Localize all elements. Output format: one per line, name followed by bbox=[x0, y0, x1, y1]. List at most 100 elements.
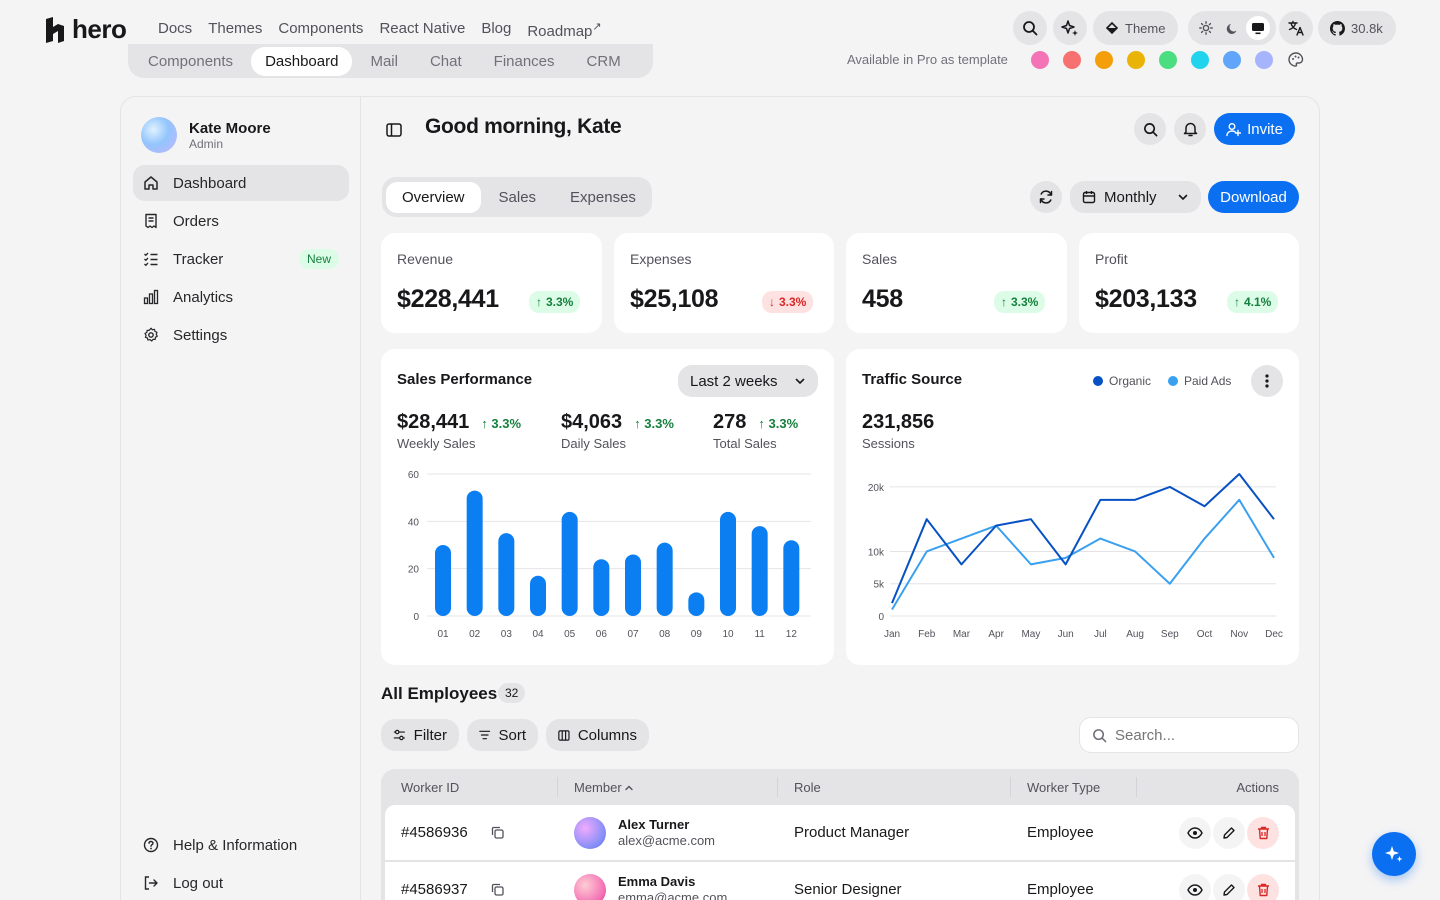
search-field[interactable] bbox=[1079, 717, 1299, 753]
template-tab-crm[interactable]: CRM bbox=[586, 52, 621, 70]
edit-button[interactable] bbox=[1213, 874, 1245, 900]
github-icon bbox=[1330, 20, 1345, 36]
sidebar-item-analytics[interactable]: Analytics bbox=[133, 279, 349, 315]
color-swatch[interactable] bbox=[1159, 51, 1177, 69]
bar bbox=[783, 540, 800, 616]
template-tab-chat[interactable]: Chat bbox=[429, 52, 462, 70]
kpi-title: Expenses bbox=[630, 251, 692, 267]
chevron-up-icon bbox=[624, 785, 633, 790]
color-swatch[interactable] bbox=[1095, 51, 1113, 69]
download-button[interactable]: Download bbox=[1208, 181, 1299, 213]
template-tab-components[interactable]: Components bbox=[148, 52, 234, 70]
search-input[interactable] bbox=[1115, 726, 1265, 744]
bell-icon bbox=[1183, 122, 1197, 137]
copy-id-button[interactable] bbox=[491, 883, 504, 896]
range-select[interactable]: Last 2 weeks bbox=[678, 365, 818, 397]
paint-bucket-icon bbox=[1105, 21, 1119, 35]
color-swatch[interactable] bbox=[1223, 51, 1241, 69]
bar bbox=[751, 526, 768, 616]
stat-change: ↑ 3.3% bbox=[758, 416, 799, 431]
sessions-value: 231,856 bbox=[862, 411, 935, 433]
color-swatch[interactable] bbox=[1063, 51, 1081, 69]
template-tab-finances[interactable]: Finances bbox=[493, 52, 555, 70]
color-swatch[interactable] bbox=[1031, 51, 1049, 69]
tab-expenses[interactable]: Expenses bbox=[570, 188, 636, 206]
user-avatar[interactable] bbox=[141, 117, 177, 153]
language-button[interactable] bbox=[1279, 11, 1313, 45]
theme-button[interactable]: Theme bbox=[1093, 11, 1178, 45]
worker-id: #4586937 bbox=[401, 881, 468, 898]
kpi-change-badge: ↑ 4.1% bbox=[1227, 291, 1279, 313]
arrow-up-icon: ↑ bbox=[1001, 295, 1007, 309]
filter-button[interactable]: Filter bbox=[381, 719, 459, 751]
nav-link-docs[interactable]: Docs bbox=[158, 20, 193, 37]
ai-button[interactable] bbox=[1053, 11, 1087, 45]
new-badge: New bbox=[298, 249, 339, 269]
legend-label: Paid Ads bbox=[1184, 374, 1232, 388]
kpi-value: 458 bbox=[862, 285, 903, 313]
y-tick-label: 0 bbox=[413, 612, 419, 623]
refresh-button[interactable] bbox=[1030, 181, 1062, 213]
delete-button[interactable] bbox=[1247, 817, 1279, 849]
sidebar-item-orders[interactable]: Orders bbox=[133, 203, 349, 239]
copy-id-button[interactable] bbox=[491, 826, 504, 839]
sidebar-item-label: Help & Information bbox=[173, 836, 298, 854]
template-tab-mail[interactable]: Mail bbox=[370, 52, 398, 70]
y-tick-label: 60 bbox=[408, 470, 420, 481]
table-row[interactable]: #4586937 Emma Davis emma@acme.com Senior… bbox=[385, 862, 1295, 900]
tab-overview[interactable]: Overview bbox=[386, 181, 481, 213]
view-button[interactable] bbox=[1179, 874, 1211, 900]
sidebar-item-dashboard[interactable]: Dashboard bbox=[133, 165, 349, 201]
sidebar-item-logout[interactable]: Log out bbox=[133, 865, 349, 900]
nav-links: Docs Themes Components React Native Blog… bbox=[158, 20, 602, 40]
col-header-worker-id[interactable]: Worker ID bbox=[401, 780, 460, 795]
edit-button[interactable] bbox=[1213, 817, 1245, 849]
system-mode-button[interactable] bbox=[1246, 16, 1270, 40]
employees-table: Worker ID Member Role Worker Type Action… bbox=[381, 769, 1299, 900]
col-header-label: Member bbox=[574, 780, 622, 795]
nav-link-blog[interactable]: Blog bbox=[481, 20, 512, 37]
custom-color-button[interactable] bbox=[1287, 51, 1305, 69]
color-swatch[interactable] bbox=[1127, 51, 1145, 69]
color-swatch[interactable] bbox=[1255, 51, 1273, 69]
x-tick-label: Sep bbox=[1161, 629, 1179, 640]
col-header-member[interactable]: Member bbox=[574, 780, 634, 795]
sidebar-item-settings[interactable]: Settings bbox=[133, 317, 349, 353]
nav-link-components[interactable]: Components bbox=[278, 20, 364, 37]
search-icon bbox=[1023, 21, 1038, 36]
employees-title: All Employees bbox=[381, 684, 498, 703]
delete-button[interactable] bbox=[1247, 874, 1279, 900]
view-tabs: Overview Sales Expenses bbox=[382, 177, 652, 217]
header-search-button[interactable] bbox=[1134, 113, 1166, 145]
view-button[interactable] bbox=[1179, 817, 1211, 849]
invite-button[interactable]: Invite bbox=[1214, 113, 1295, 145]
kpi-title: Revenue bbox=[397, 251, 454, 267]
sidebar-item-help[interactable]: Help & Information bbox=[133, 827, 349, 863]
dark-mode-button[interactable] bbox=[1220, 16, 1244, 40]
logo[interactable]: hero bbox=[44, 14, 127, 45]
y-tick-label: 20 bbox=[408, 565, 420, 576]
search-button[interactable] bbox=[1013, 11, 1047, 45]
github-stars-button[interactable]: 30.8k bbox=[1318, 11, 1396, 45]
color-swatch[interactable] bbox=[1191, 51, 1209, 69]
x-tick-label: Jul bbox=[1094, 629, 1107, 640]
nav-link-react-native[interactable]: React Native bbox=[379, 20, 466, 37]
col-header-role[interactable]: Role bbox=[794, 780, 821, 795]
nav-link-themes[interactable]: Themes bbox=[208, 20, 263, 37]
light-mode-button[interactable] bbox=[1194, 16, 1218, 40]
help-circle-icon bbox=[143, 837, 159, 853]
sidebar-toggle-button[interactable] bbox=[385, 121, 403, 139]
sidebar-item-tracker[interactable]: Tracker New bbox=[133, 241, 349, 277]
floating-assistant-button[interactable] bbox=[1372, 832, 1416, 876]
period-select[interactable]: Monthly bbox=[1070, 181, 1201, 213]
sort-button[interactable]: Sort bbox=[467, 719, 538, 751]
notifications-button[interactable] bbox=[1174, 113, 1206, 145]
nav-link-roadmap[interactable]: Roadmap↗ bbox=[527, 20, 601, 40]
kpi-value: $228,441 bbox=[397, 285, 499, 313]
template-tab-dashboard[interactable]: Dashboard bbox=[251, 46, 353, 76]
columns-button[interactable]: Columns bbox=[546, 719, 649, 751]
more-options-button[interactable] bbox=[1251, 365, 1283, 397]
table-row[interactable]: #4586936 Alex Turner alex@acme.com Produ… bbox=[385, 805, 1295, 861]
tab-sales[interactable]: Sales bbox=[498, 188, 537, 206]
col-header-worker-type[interactable]: Worker Type bbox=[1027, 780, 1101, 795]
